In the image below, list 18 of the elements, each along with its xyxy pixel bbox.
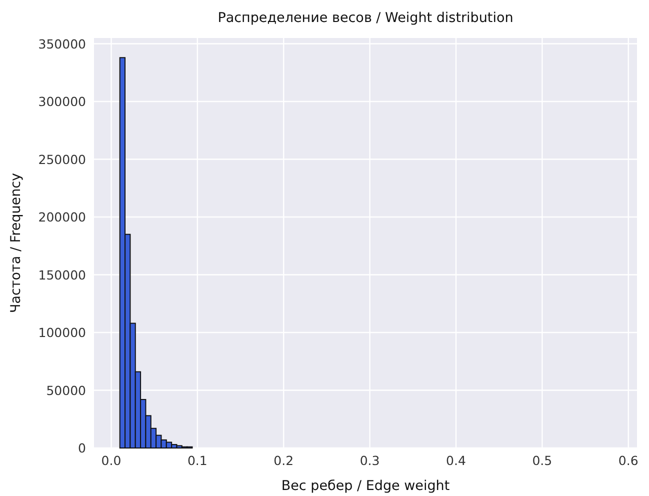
chart-title: Распределение весов / Weight distribution <box>218 10 514 26</box>
x-tick-label: 0.2 <box>274 453 294 468</box>
y-axis-title: Частота / Frequency <box>8 172 24 314</box>
x-tick-label: 0.0 <box>101 453 122 468</box>
x-tick-label: 0.5 <box>532 453 552 468</box>
x-tick-label: 0.6 <box>618 453 638 468</box>
x-axis-title: Вес ребер / Edge weight <box>281 478 450 494</box>
x-tick-label: 0.1 <box>187 453 208 468</box>
y-tick-label: 50000 <box>46 382 86 398</box>
y-tick-label: 150000 <box>38 267 86 282</box>
x-tick-label: 0.4 <box>446 453 466 468</box>
y-tick-label: 0 <box>78 440 86 456</box>
x-tick-label: 0.3 <box>360 453 380 468</box>
y-tick-label: 300000 <box>38 94 86 110</box>
y-tick-label: 250000 <box>38 152 86 167</box>
y-tick-label: 350000 <box>38 36 86 52</box>
y-tick-label: 200000 <box>38 210 86 225</box>
y-tick-label: 100000 <box>38 325 86 340</box>
